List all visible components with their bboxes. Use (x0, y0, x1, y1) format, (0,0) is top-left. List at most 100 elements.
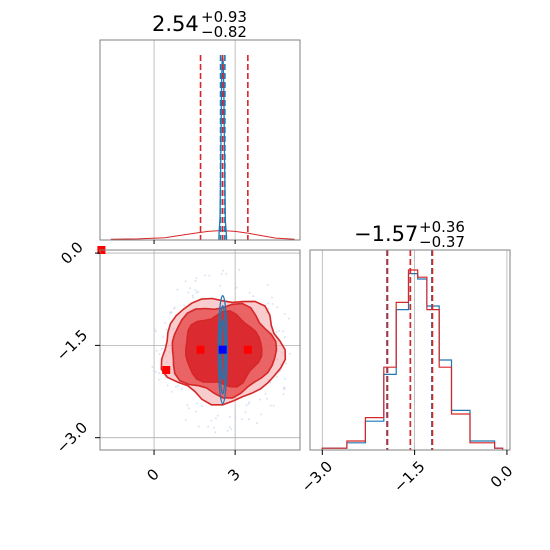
joint-scatter-point (284, 362, 287, 365)
joint-scatter-point (282, 330, 285, 333)
joint-scatter-point (204, 274, 207, 277)
joint-scatter-point (287, 317, 290, 320)
joint-scatter-point (244, 411, 247, 414)
title-param-2-median: −1.57 (354, 222, 418, 246)
joint-scatter-point (267, 308, 270, 310)
joint-scatter-point (272, 404, 275, 407)
joint-scatter-point (152, 370, 155, 373)
joint-scatter-point (252, 295, 255, 298)
joint-scatter-point (225, 272, 228, 275)
joint-scatter-point (158, 372, 160, 375)
title-param-1: 2.54 (152, 12, 199, 36)
joint-scatter-point (177, 384, 180, 387)
joint-scatter-point (160, 347, 163, 350)
joint-scatter-point (258, 398, 261, 401)
joint-scatter-point (269, 381, 272, 384)
joint-ytick-label: 0.0 (57, 238, 87, 268)
joint-scatter-point (275, 330, 278, 333)
joint-scatter-point (267, 302, 270, 305)
joint-scatter-point (228, 415, 231, 418)
hist2-red-series (321, 269, 504, 450)
joint-scatter-point (271, 303, 274, 305)
joint-scatter-point (276, 306, 279, 309)
joint-scatter-point (155, 349, 158, 352)
joint-scatter-point (248, 291, 251, 294)
joint-scatter-point (210, 419, 213, 422)
joint-scatter-point (151, 366, 154, 368)
joint-scatter-point (234, 417, 237, 419)
joint-scatter-point (183, 304, 186, 307)
joint-xtick-label: 0 (143, 465, 162, 484)
joint-scatter-point (158, 353, 161, 356)
histogram-param-2: −3.0 −1.5 0.0 (298, 249, 516, 496)
joint-scatter-point (154, 330, 157, 333)
joint-scatter-point (247, 402, 250, 405)
joint-scatter-point (284, 336, 286, 339)
joint-scatter-point (157, 378, 160, 381)
joint-scatter-point (230, 428, 233, 431)
joint-scatter-point (276, 375, 279, 378)
joint-blue-contour (217, 295, 228, 405)
joint-scatter-point (184, 280, 187, 283)
joint-xtick-label: 3 (224, 465, 243, 484)
joint-ytick-label: −1.5 (53, 326, 91, 364)
joint-scatter-point (269, 404, 272, 407)
joint-scatter-point (283, 386, 286, 389)
joint-scatter-point (208, 274, 211, 277)
joint-ytick-label: −3.0 (53, 418, 91, 456)
joint-scatter-point (169, 311, 172, 314)
joint-scatter-point (264, 392, 267, 395)
joint-scatter-point (213, 426, 216, 429)
joint-blue-marker (218, 345, 227, 354)
joint-scatter-point (196, 402, 199, 405)
joint-scatter-point (200, 405, 203, 408)
joint-scatter-point (207, 425, 210, 428)
joint-scatter-point (174, 385, 177, 388)
joint-scatter-point (176, 288, 179, 291)
joint-scatter-point (195, 410, 198, 413)
joint-scatter-point (197, 425, 200, 428)
joint-scatter-point (270, 296, 273, 299)
joint-scatter-point (248, 418, 250, 421)
hist2-frame (309, 249, 511, 451)
joint-scatter-point (283, 312, 286, 315)
title-param-1-minus: −0.82 (201, 23, 247, 41)
joint-scatter-point (195, 277, 198, 279)
joint-frame (99, 249, 301, 451)
joint-scatter-point (194, 289, 197, 292)
joint-scatter-point (248, 401, 251, 403)
joint-scatter-point (184, 418, 187, 421)
joint-scatter-point (241, 418, 243, 421)
joint-scatter-point (214, 431, 217, 434)
joint-red-marker (162, 366, 171, 374)
joint-scatter-point (162, 336, 165, 339)
joint-scatter-point (181, 388, 183, 390)
joint-scatter-point (173, 307, 175, 310)
joint-scatter-point (215, 417, 217, 420)
title-param-1-median: 2.54 (152, 12, 199, 36)
hist2-xtick-label: −1.5 (390, 457, 428, 495)
joint-scatter-point (226, 429, 229, 432)
joint-scatter-point (188, 407, 190, 410)
joint-scatter-point (166, 384, 169, 387)
joint-scatter-point (170, 390, 173, 393)
joint-scatter-point (220, 273, 223, 275)
hist1-red-series (110, 229, 295, 240)
title-param-2: −1.57 (354, 222, 418, 246)
joint-scatter-point (195, 291, 198, 294)
histogram-param-1 (99, 39, 301, 244)
joint-scatter-point (154, 370, 157, 373)
joint-scatter-point (238, 268, 240, 271)
title-param-2-minus: −0.37 (419, 233, 465, 251)
joint-scatter-point (228, 426, 231, 429)
joint-scatter-point (164, 322, 167, 324)
hist2-xtick-label: −3.0 (298, 457, 336, 495)
joint-scatter-point (194, 279, 197, 282)
joint-scatter-point (192, 296, 195, 299)
joint-scatter-point (186, 404, 189, 407)
joint-contour-panel: 0 3 −3.0 −1.5 0.0 (53, 238, 301, 485)
joint-scatter-point (256, 422, 259, 425)
joint-scatter-point (216, 414, 219, 417)
joint-scatter-point (152, 325, 155, 328)
